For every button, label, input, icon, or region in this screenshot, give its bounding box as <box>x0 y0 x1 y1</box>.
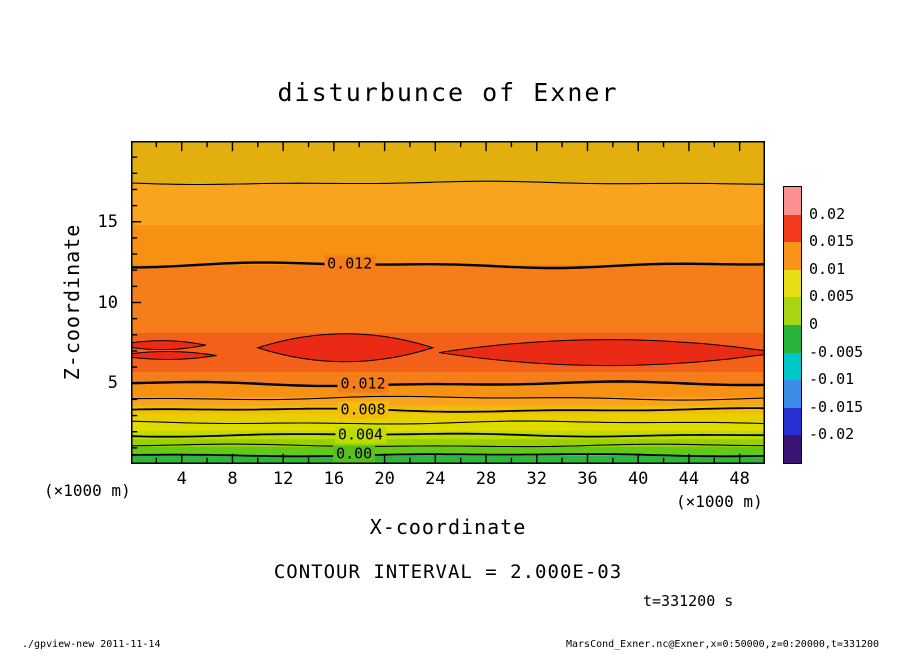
colorbar-segment <box>784 435 801 463</box>
contour-value-label: 0.004 <box>334 426 387 444</box>
tone-band <box>131 265 765 334</box>
colorbar-segment <box>784 269 801 298</box>
contour-blob-max <box>256 333 435 363</box>
footer-left: ./gpview-new 2011-11-14 <box>22 639 161 650</box>
footer-right: MarsCond_Exner.nc@Exner,x=0:50000,z=0:20… <box>566 639 880 650</box>
contour-blob-max <box>131 340 206 351</box>
colorbar-segment <box>784 187 801 216</box>
colorbar-label: 0.005 <box>809 287 855 306</box>
x-tick-label: 4 <box>176 469 187 489</box>
contour-line <box>131 443 765 448</box>
colorbar-label: 0 <box>809 315 819 333</box>
y-tick-label: 10 <box>97 292 118 313</box>
x-tick-label: 36 <box>577 469 598 489</box>
x-tick-label: 24 <box>425 469 446 489</box>
contour-value-label: 0.012 <box>337 375 389 393</box>
x-tick-label: 8 <box>227 469 238 489</box>
contour-value-label: 0.00 <box>333 445 376 463</box>
x-tick-label: 48 <box>729 469 750 489</box>
tone-band <box>131 446 765 457</box>
x-axis-label: X-coordinate <box>369 515 527 539</box>
y-tick-label: 5 <box>107 373 118 394</box>
colorbar-segment <box>784 352 801 381</box>
contour-line <box>131 453 765 458</box>
colorbar-label: -0.01 <box>809 370 855 389</box>
colorbar-label: -0.015 <box>809 397 864 416</box>
contour-value-label: 0.012 <box>324 255 376 273</box>
contour-line <box>131 261 765 270</box>
colorbar-segment <box>784 297 801 326</box>
contour-line <box>131 432 765 438</box>
colorbar-segment <box>784 214 801 243</box>
tone-band <box>131 455 765 464</box>
tone-band <box>131 431 765 440</box>
contour-blob-max <box>131 350 217 360</box>
colorbar-segment <box>784 242 801 271</box>
x-tick-label: 16 <box>323 469 345 489</box>
colorbar <box>783 186 802 464</box>
x-tick-label: 12 <box>272 469 294 489</box>
y-tick-label: 15 <box>97 211 118 232</box>
colorbar-label: 0.015 <box>809 232 855 251</box>
x-tick-label: 20 <box>374 469 395 489</box>
x-tick-label: 40 <box>627 469 649 489</box>
contour-value-label: 0.008 <box>337 401 389 419</box>
plot-title: disturbunce of Exner <box>277 78 619 107</box>
time-text: t=331200 s <box>643 592 734 610</box>
y-axis-units: (×1000 m) <box>44 481 131 500</box>
colorbar-segment <box>784 325 801 354</box>
contour-line <box>131 420 765 425</box>
contour-interval-text: CONTOUR INTERVAL = 2.000E-03 <box>273 561 623 583</box>
contour-plot <box>131 141 765 464</box>
contour-line <box>131 180 765 186</box>
tone-band <box>131 383 765 398</box>
tone-band <box>131 405 765 415</box>
contour-line <box>131 395 765 401</box>
contour-line <box>131 407 765 413</box>
tone-band <box>131 413 765 423</box>
colorbar-label: 0.02 <box>809 204 846 223</box>
colorbar-segment <box>784 380 801 409</box>
x-tick-label: 28 <box>475 469 497 489</box>
tone-band <box>131 422 765 432</box>
tone-band <box>131 141 765 184</box>
colorbar-segment <box>784 407 801 436</box>
x-tick-label: 44 <box>678 469 700 489</box>
plot-frame <box>131 141 765 464</box>
contour-blob-max <box>439 339 765 367</box>
tone-band <box>131 439 765 448</box>
colorbar-label: -0.005 <box>809 342 864 361</box>
tone-band <box>131 183 765 226</box>
x-axis-units: (×1000 m) <box>676 492 763 511</box>
contour-line <box>131 380 765 388</box>
colorbar-label: -0.02 <box>809 425 855 444</box>
tone-band <box>131 225 765 266</box>
colorbar-label: 0.01 <box>809 259 846 278</box>
x-tick-label: 32 <box>526 469 547 489</box>
tone-band <box>131 397 765 407</box>
